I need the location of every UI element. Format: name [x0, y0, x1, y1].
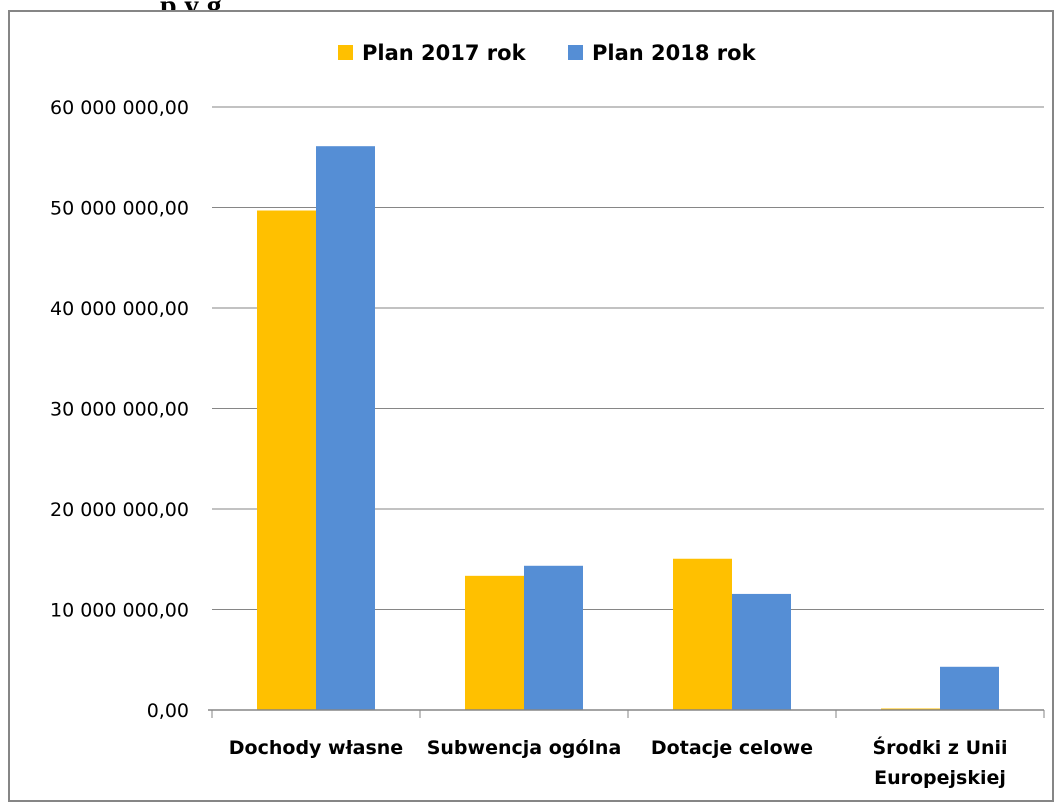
- y-tick-label: 50 000 000,00: [50, 198, 189, 220]
- bar-plan-2017: [881, 708, 940, 710]
- bars-group: [257, 146, 999, 710]
- x-category-label: Środki z Unii: [872, 735, 1007, 759]
- bar-plan-2017: [257, 210, 316, 710]
- y-tick-label: 40 000 000,00: [50, 298, 189, 320]
- y-tick-label: 30 000 000,00: [50, 399, 189, 421]
- x-category-label: Subwencja ogólna: [427, 737, 622, 759]
- chart-frame: Plan 2017 rok Plan 2018 rok 0,00 10 000 00…: [8, 10, 1054, 802]
- y-axis: 0,00 10 000 000,00 20 000 000,00 30 000 000…: [50, 97, 189, 722]
- bar-plan-2018: [316, 146, 375, 710]
- bar-chart: Plan 2017 rok Plan 2018 rok 0,00 10 000 00…: [50, 41, 1045, 789]
- x-category-label: Dochody własne: [229, 737, 403, 759]
- bar-plan-2017: [673, 558, 732, 710]
- y-tick-label: 0,00: [147, 700, 189, 722]
- bar-plan-2018: [732, 593, 791, 710]
- x-category-label: Dotacje celowe: [651, 737, 813, 759]
- bar-plan-2017: [465, 575, 524, 710]
- legend-swatch: [568, 45, 583, 60]
- y-tick-label: 60 000 000,00: [50, 97, 189, 119]
- legend-swatch: [338, 45, 353, 60]
- bar-plan-2018: [524, 565, 583, 710]
- legend-label: Plan 2018 rok: [592, 41, 757, 65]
- x-axis: Dochody własne Subwencja ogólna Dotacje ce…: [208, 709, 1045, 789]
- y-tick-label: 20 000 000,00: [50, 499, 189, 521]
- bar-plan-2018: [940, 666, 999, 710]
- y-tick-label: 10 000 000,00: [50, 600, 189, 622]
- x-category-label: Europejskiej: [874, 767, 1006, 789]
- legend-label: Plan 2017 rok: [362, 41, 527, 65]
- chart-legend: Plan 2017 rok Plan 2018 rok: [338, 41, 757, 65]
- gridlines: [212, 106, 1044, 610]
